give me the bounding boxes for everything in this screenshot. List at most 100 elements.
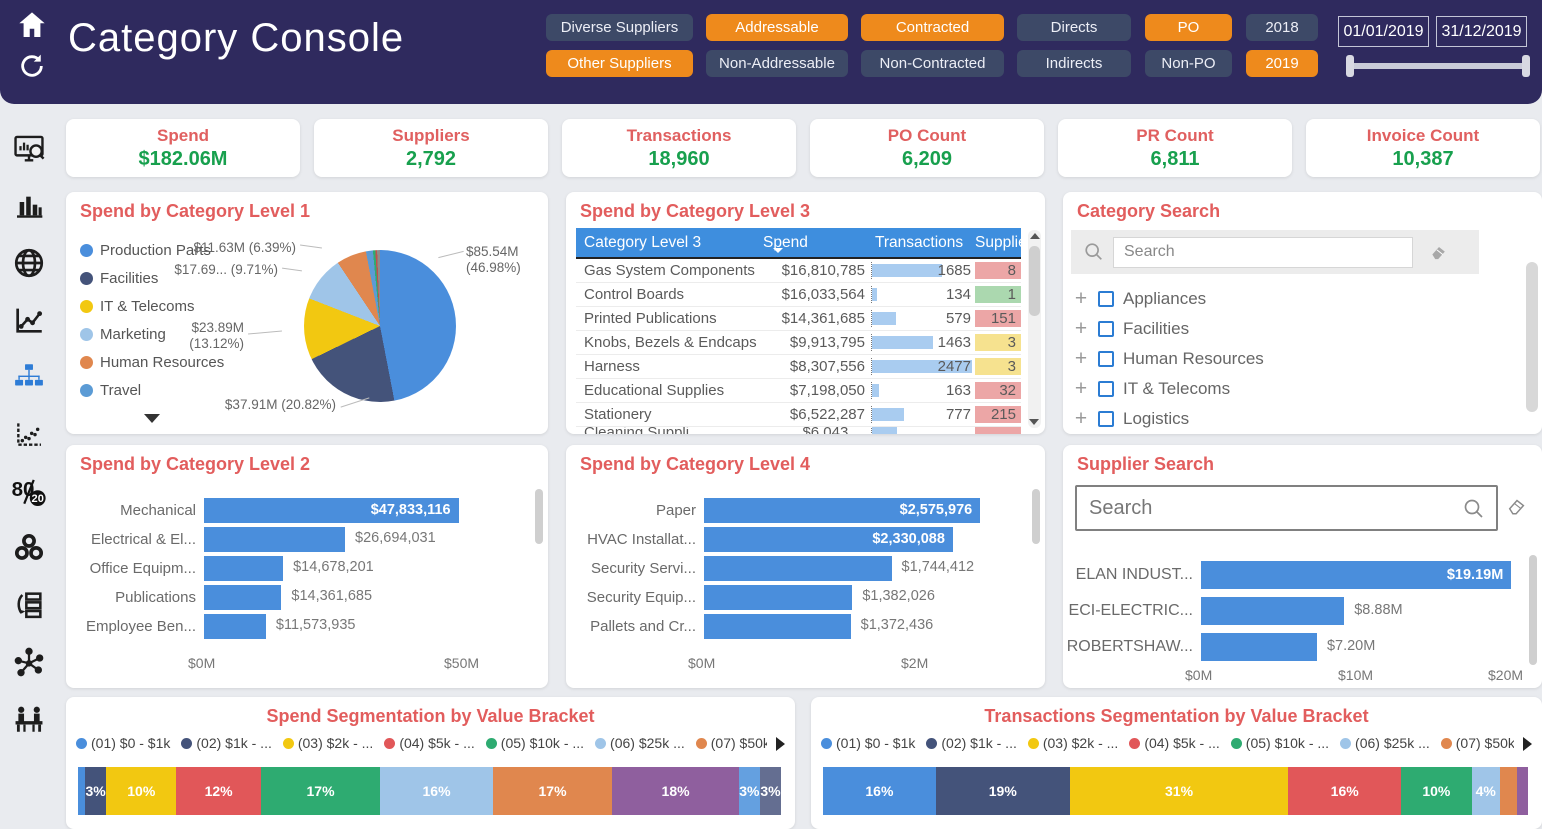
- segment[interactable]: 17%: [492, 767, 613, 815]
- expand-icon[interactable]: +: [1074, 407, 1088, 430]
- legend-item[interactable]: (04) $5k - ...: [384, 735, 475, 751]
- filter-directs[interactable]: Directs: [1017, 14, 1131, 41]
- scroll-thumb[interactable]: [1529, 555, 1537, 665]
- table-row[interactable]: Printed Publications $14,361,685 579 151: [576, 307, 1021, 331]
- filter-addressable[interactable]: Addressable: [706, 14, 848, 41]
- segment[interactable]: [1517, 767, 1528, 815]
- bar[interactable]: [204, 527, 346, 552]
- legend-item[interactable]: IT & Telecoms: [80, 292, 224, 320]
- category-search-input[interactable]: [1113, 236, 1413, 268]
- checkbox[interactable]: [1098, 291, 1114, 307]
- scroll-thumb[interactable]: [1029, 246, 1040, 316]
- filter-non-contracted[interactable]: Non-Contracted: [861, 50, 1004, 77]
- filter-year-2019[interactable]: 2019: [1246, 50, 1318, 77]
- segment[interactable]: 19%: [935, 767, 1070, 815]
- legend-item[interactable]: Human Resources: [80, 348, 224, 376]
- scroll-thumb[interactable]: [535, 489, 543, 544]
- table-row[interactable]: Knobs, Bezels & Endcaps $9,913,795 1463 3: [576, 331, 1021, 355]
- segment[interactable]: 31%: [1069, 767, 1289, 815]
- bar[interactable]: $2,575,976: [704, 498, 981, 523]
- bar[interactable]: [704, 556, 892, 581]
- checkbox[interactable]: [1098, 351, 1114, 367]
- home-icon[interactable]: [16, 9, 48, 46]
- date-from-input[interactable]: 01/01/2019: [1338, 16, 1429, 47]
- scatter-plot-icon[interactable]: [8, 413, 50, 455]
- chart-scrollbar[interactable]: [1031, 489, 1040, 639]
- segment[interactable]: [78, 767, 86, 815]
- globe-icon[interactable]: [8, 242, 50, 284]
- checkbox[interactable]: [1098, 381, 1114, 397]
- segment[interactable]: [1499, 767, 1518, 815]
- bar[interactable]: [204, 585, 282, 610]
- bar[interactable]: [204, 556, 284, 581]
- col-header-transactions[interactable]: Transactions: [875, 233, 964, 251]
- expand-icon[interactable]: +: [1074, 317, 1088, 340]
- filter-contracted[interactable]: Contracted: [861, 14, 1004, 41]
- collaboration-icon[interactable]: [8, 698, 50, 740]
- scroll-thumb[interactable]: [1032, 489, 1040, 544]
- col-header-category[interactable]: Category Level 3: [584, 233, 702, 251]
- segment[interactable]: 12%: [176, 767, 261, 815]
- legend-item[interactable]: Marketing: [80, 320, 224, 348]
- network-icon[interactable]: [8, 641, 50, 683]
- bar[interactable]: [704, 585, 853, 610]
- legend-item[interactable]: (04) $5k - ...: [1129, 735, 1220, 751]
- scroll-up-icon[interactable]: [1029, 233, 1040, 239]
- slider-handle-right[interactable]: [1522, 55, 1530, 77]
- segment[interactable]: 16%: [1288, 767, 1402, 815]
- filter-non-addressable[interactable]: Non-Addressable: [706, 50, 848, 77]
- legend-item[interactable]: (05) $10k - ...: [1230, 735, 1329, 751]
- legend-item[interactable]: Travel: [80, 376, 224, 404]
- expand-icon[interactable]: +: [1074, 287, 1088, 310]
- chart-scrollbar[interactable]: [1528, 555, 1537, 675]
- table-row[interactable]: Control Boards $16,033,564 134 1: [576, 283, 1021, 307]
- segment[interactable]: 17%: [260, 767, 381, 815]
- scroll-down-icon[interactable]: [1029, 419, 1039, 425]
- cluster-circles-icon[interactable]: [8, 527, 50, 569]
- legend-item[interactable]: (03) $2k - ...: [282, 735, 373, 751]
- filter-non-po[interactable]: Non-PO: [1145, 50, 1232, 77]
- pareto-80-20-icon[interactable]: 80 20: [8, 470, 50, 512]
- checkbox[interactable]: [1098, 411, 1114, 427]
- segment[interactable]: 3%: [738, 767, 760, 815]
- bar[interactable]: $2,330,088: [704, 527, 953, 552]
- process-flow-icon[interactable]: [8, 584, 50, 626]
- filter-diverse-suppliers[interactable]: Diverse Suppliers: [546, 14, 693, 41]
- filter-other-suppliers[interactable]: Other Suppliers: [546, 50, 693, 77]
- legend-more-icon[interactable]: [776, 737, 785, 751]
- table-row[interactable]: Stationery $6,522,287 777 215: [576, 403, 1021, 427]
- bar[interactable]: $47,833,116: [204, 498, 459, 523]
- eraser-icon[interactable]: [1506, 495, 1528, 517]
- eraser-icon[interactable]: [1429, 242, 1449, 262]
- bar[interactable]: [204, 614, 266, 639]
- date-range-slider[interactable]: [1346, 55, 1530, 77]
- legend-item[interactable]: (07) $50k ...: [1440, 735, 1514, 751]
- legend-item[interactable]: (07) $50k ...: [695, 735, 767, 751]
- bar[interactable]: [704, 614, 851, 639]
- legend-item[interactable]: (06) $25k ...: [595, 735, 685, 751]
- segment[interactable]: 10%: [106, 767, 177, 815]
- legend-item[interactable]: Production Parts: [80, 236, 224, 264]
- filter-po[interactable]: PO: [1145, 14, 1232, 41]
- legend-item[interactable]: (02) $1k - ...: [926, 735, 1017, 751]
- legend-item[interactable]: (05) $10k - ...: [485, 735, 584, 751]
- legend-item[interactable]: (03) $2k - ...: [1027, 735, 1118, 751]
- legend-item[interactable]: Facilities: [80, 264, 224, 292]
- segment[interactable]: 4%: [1471, 767, 1500, 815]
- refresh-icon[interactable]: [18, 52, 46, 85]
- legend-item[interactable]: (02) $1k - ...: [181, 735, 272, 751]
- table-scrollbar[interactable]: [1028, 230, 1041, 428]
- segment[interactable]: 16%: [380, 767, 493, 815]
- supplier-search-input[interactable]: [1077, 487, 1496, 529]
- bar-chart-icon[interactable]: [8, 185, 50, 227]
- tree-scrollbar[interactable]: [1526, 262, 1538, 412]
- expand-icon[interactable]: +: [1074, 347, 1088, 370]
- filter-year-2018[interactable]: 2018: [1246, 14, 1318, 41]
- col-header-suppliers[interactable]: Suppliers: [975, 233, 1040, 251]
- table-row[interactable]: Harness $8,307,556 2477 3: [576, 355, 1021, 379]
- legend-item[interactable]: (06) $25k ...: [1340, 735, 1430, 751]
- filter-indirects[interactable]: Indirects: [1017, 50, 1131, 77]
- table-row-clipped[interactable]: Cleaning Suppli...$6,043,... ... ...: [576, 427, 1021, 434]
- bar[interactable]: $19.19M: [1201, 561, 1512, 589]
- table-row[interactable]: Gas System Components $16,810,785 1685 8: [576, 259, 1021, 283]
